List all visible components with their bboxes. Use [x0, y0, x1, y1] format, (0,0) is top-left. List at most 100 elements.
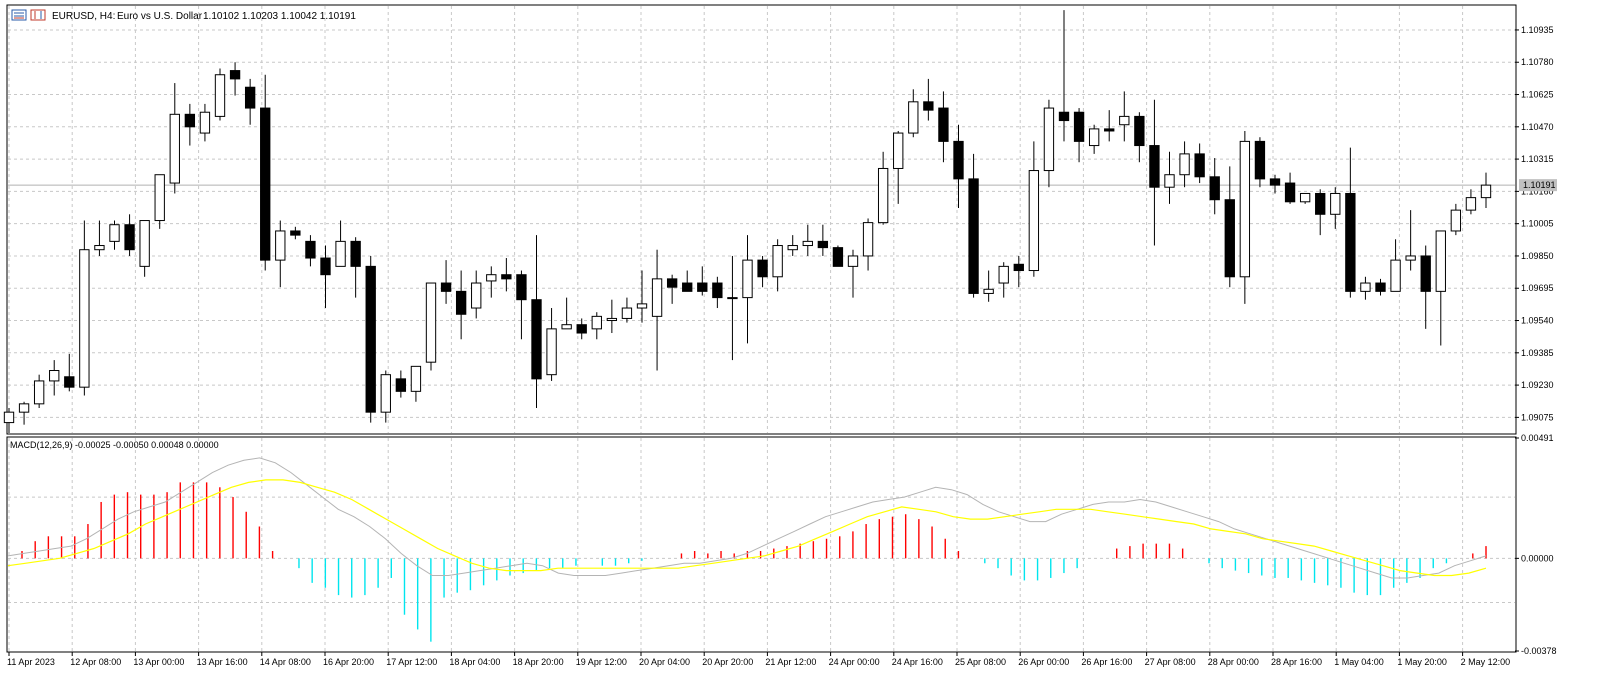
candle[interactable]: [1465, 189, 1477, 215]
candle[interactable]: [938, 91, 949, 163]
candle[interactable]: [893, 130, 904, 204]
candle[interactable]: [1073, 108, 1085, 163]
candle[interactable]: [49, 360, 60, 396]
candle[interactable]: [395, 370, 407, 398]
candle[interactable]: [335, 220, 346, 267]
candle[interactable]: [139, 220, 150, 277]
candle[interactable]: [440, 260, 452, 304]
candle[interactable]: [953, 124, 964, 209]
chart-icon[interactable]: [11, 9, 27, 21]
candle[interactable]: [727, 255, 738, 361]
candle[interactable]: [3, 408, 15, 433]
candle[interactable]: [64, 353, 75, 392]
candle[interactable]: [983, 270, 994, 302]
candle[interactable]: [1194, 143, 1205, 184]
candle[interactable]: [425, 282, 437, 371]
candle[interactable]: [576, 318, 587, 340]
candle[interactable]: [832, 245, 844, 267]
candle[interactable]: [531, 235, 542, 409]
candle[interactable]: [1119, 91, 1130, 142]
candle[interactable]: [154, 174, 165, 229]
candle[interactable]: [1013, 255, 1024, 288]
candle[interactable]: [260, 74, 271, 271]
candle[interactable]: [877, 151, 889, 225]
candle[interactable]: [410, 365, 422, 402]
candle[interactable]: [1435, 230, 1446, 346]
candle[interactable]: [1209, 158, 1220, 215]
candle[interactable]: [1104, 110, 1115, 142]
candle[interactable]: [290, 226, 301, 240]
candle[interactable]: [968, 153, 979, 298]
candle[interactable]: [862, 218, 874, 271]
candle[interactable]: [305, 235, 316, 267]
candle[interactable]: [546, 308, 557, 381]
candle[interactable]: [1315, 189, 1326, 236]
candle[interactable]: [1420, 245, 1431, 329]
candle[interactable]: [817, 224, 829, 256]
candle[interactable]: [908, 89, 919, 138]
candle[interactable]: [1088, 124, 1100, 154]
candle[interactable]: [1028, 141, 1040, 277]
candle[interactable]: [1254, 137, 1266, 188]
candle[interactable]: [1345, 147, 1356, 298]
candle[interactable]: [1239, 130, 1251, 304]
candle[interactable]: [1405, 210, 1416, 271]
candle[interactable]: [591, 312, 602, 340]
candle[interactable]: [94, 220, 105, 256]
candle[interactable]: [998, 262, 1009, 298]
candle[interactable]: [666, 274, 678, 304]
candle[interactable]: [320, 245, 331, 309]
candle[interactable]: [516, 270, 527, 340]
candle[interactable]: [1043, 99, 1055, 188]
candle[interactable]: [923, 78, 934, 121]
candle[interactable]: [1224, 166, 1235, 288]
candle[interactable]: [636, 270, 648, 323]
candle[interactable]: [124, 214, 135, 256]
candle[interactable]: [757, 255, 768, 288]
candles[interactable]: [3, 10, 1492, 433]
candle[interactable]: [33, 374, 45, 409]
candle[interactable]: [1375, 278, 1386, 296]
candle[interactable]: [561, 297, 572, 330]
candle[interactable]: [1164, 151, 1175, 204]
candle[interactable]: [1390, 239, 1401, 292]
candle[interactable]: [199, 103, 211, 142]
candle[interactable]: [18, 401, 30, 425]
candle[interactable]: [847, 249, 859, 298]
candle[interactable]: [365, 255, 376, 423]
candle[interactable]: [471, 270, 482, 319]
candle[interactable]: [772, 239, 783, 292]
candle[interactable]: [1134, 112, 1145, 163]
candle[interactable]: [169, 83, 180, 194]
candle[interactable]: [1179, 141, 1190, 188]
candle[interactable]: [350, 237, 361, 298]
candle[interactable]: [229, 62, 241, 96]
candle[interactable]: [621, 297, 633, 323]
candle[interactable]: [682, 270, 693, 292]
candle[interactable]: [1330, 187, 1341, 229]
candle[interactable]: [802, 224, 813, 256]
candle[interactable]: [606, 299, 618, 334]
candle[interactable]: [184, 103, 196, 146]
candle[interactable]: [1149, 99, 1160, 246]
candle[interactable]: [787, 235, 798, 256]
candle[interactable]: [651, 249, 663, 371]
candle[interactable]: [697, 266, 708, 296]
candle[interactable]: [109, 220, 120, 250]
candle[interactable]: [214, 68, 226, 121]
candle[interactable]: [244, 78, 256, 125]
candle[interactable]: [1284, 172, 1296, 204]
candle[interactable]: [1299, 192, 1311, 204]
candle[interactable]: [1360, 276, 1371, 300]
chart-type-icon[interactable]: [30, 9, 46, 21]
candle[interactable]: [742, 235, 753, 344]
candle[interactable]: [1450, 203, 1462, 236]
candle[interactable]: [1269, 174, 1281, 194]
candle[interactable]: [79, 220, 90, 396]
candle[interactable]: [486, 266, 497, 298]
candle[interactable]: [455, 270, 467, 340]
candle[interactable]: [1058, 10, 1070, 142]
candle[interactable]: [275, 220, 286, 288]
